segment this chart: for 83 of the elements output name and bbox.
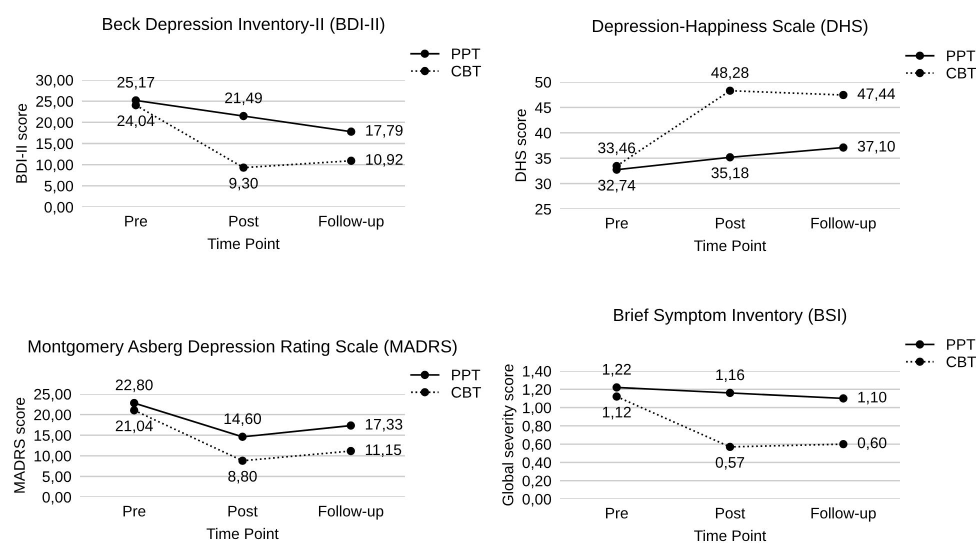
data-label: 14,60 [224, 413, 262, 426]
y-tick-label: 10,00 [36, 160, 74, 172]
data-label: 47,44 [858, 88, 896, 101]
y-tick-label: 25,00 [34, 388, 72, 402]
y-axis-title: Global severity score [502, 364, 516, 506]
x-axis-title: Time Point [694, 240, 766, 252]
y-tick-label: 40 [535, 128, 552, 138]
y-tick-label: 1,00 [523, 402, 552, 416]
x-tick-label: Follow-up [319, 215, 384, 230]
data-label: 37,10 [858, 140, 895, 154]
data-label: 21,49 [225, 92, 262, 106]
legend-label: PPT [947, 339, 976, 350]
y-tick-label: 20,00 [36, 117, 74, 130]
legend-label: CBT [946, 68, 976, 79]
y-tick-label: 0,00 [44, 202, 74, 214]
data-label: 21,04 [116, 420, 153, 434]
x-tick-label: Follow-up [318, 505, 384, 520]
y-tick-label: 1,40 [523, 366, 552, 378]
data-label: 0,57 [716, 457, 744, 470]
y-tick-label: 50 [535, 76, 552, 88]
y-tick-label: 25,00 [36, 96, 74, 109]
legend-label: CBT [452, 386, 482, 398]
x-axis-title: Time Point [206, 528, 279, 540]
y-tick-label: 0,00 [522, 494, 552, 506]
chart-title: Montgomery Asberg Depression Rating Scale (MADRS) [28, 340, 457, 356]
legend-label: CBT [452, 66, 482, 77]
data-label: 24,04 [117, 115, 155, 128]
data-label: 11,15 [366, 444, 402, 457]
y-tick-label: 30 [535, 178, 552, 190]
y-tick-label: 15,00 [34, 430, 72, 443]
x-tick-label: Post [228, 506, 258, 517]
y-tick-label: 0,40 [522, 457, 552, 470]
data-label: 1,12 [602, 406, 631, 420]
data-label: 32,74 [598, 180, 636, 192]
x-axis-title: Time Point [208, 238, 280, 250]
x-tick-label: Follow-up [811, 507, 876, 522]
data-label: 48,28 [711, 67, 748, 80]
y-tick-label: 0,80 [522, 420, 552, 434]
y-tick-label: 0,20 [522, 476, 552, 488]
data-label: 1,16 [716, 369, 744, 382]
y-tick-label: 10,00 [34, 450, 72, 464]
data-label: 1,22 [602, 364, 631, 377]
data-label: 22,80 [116, 380, 153, 392]
legend-label: CBT [946, 356, 976, 368]
chart-title: Depression-Happiness Scale (DHS) [592, 19, 868, 36]
x-tick-label: Pre [606, 508, 628, 519]
y-tick-label: 5,00 [44, 180, 74, 194]
y-tick-label: 45 [535, 102, 552, 114]
data-label: 10,92 [366, 154, 403, 167]
y-axis-title: DHS score [515, 109, 526, 182]
data-label: 17,79 [366, 124, 403, 138]
data-label: 9,30 [229, 178, 258, 190]
x-tick-label: Post [229, 216, 259, 227]
x-tick-label: Post [716, 218, 746, 229]
legend-label: PPT [947, 50, 976, 62]
x-tick-label: Follow-up [811, 217, 876, 232]
data-label: 0,60 [858, 437, 886, 450]
y-axis-title: MADRS score [14, 398, 25, 493]
data-label: 17,33 [366, 418, 402, 432]
y-tick-label: 30,00 [36, 74, 74, 88]
chart-title: Beck Depression Inventory-II (BDI-II) [103, 17, 384, 34]
data-label: 8,80 [228, 470, 257, 484]
y-axis-title: BDI-II score [16, 104, 27, 183]
x-tick-label: Pre [125, 216, 148, 227]
y-tick-label: 20,00 [34, 409, 72, 422]
x-tick-label: Pre [124, 506, 146, 517]
y-tick-label: 1,20 [523, 384, 552, 397]
x-axis-title: Time Point [694, 530, 766, 542]
y-tick-label: 5,00 [42, 471, 72, 484]
y-tick-label: 0,00 [42, 492, 72, 504]
legend-label: PPT [452, 48, 480, 60]
x-tick-label: Pre [606, 218, 628, 229]
chart-title: Brief Symptom Inventory (BSI) [614, 308, 846, 325]
x-tick-label: Post [716, 508, 746, 519]
y-tick-label: 15,00 [36, 138, 74, 151]
data-label: 33,46 [598, 142, 636, 156]
y-tick-label: 0,60 [522, 439, 552, 452]
legend-label: PPT [452, 370, 480, 380]
y-tick-label: 25 [535, 204, 552, 215]
data-label: 35,18 [711, 167, 748, 180]
data-label: 25,17 [117, 76, 154, 90]
data-label: 1,10 [858, 392, 886, 404]
y-tick-label: 35 [535, 153, 552, 164]
